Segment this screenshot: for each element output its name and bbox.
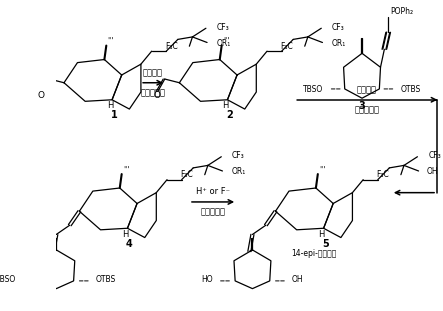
Text: O: O	[38, 91, 45, 100]
Text: OH: OH	[292, 276, 304, 285]
Text: ''': '''	[123, 165, 129, 174]
Text: 有机溶剖二: 有机溶剖二	[354, 105, 379, 114]
Text: 碱性条件: 碱性条件	[357, 85, 377, 94]
Text: F₃C: F₃C	[180, 170, 193, 179]
Text: CF₃: CF₃	[428, 151, 441, 160]
Text: 14-epi-氟骨化醇: 14-epi-氟骨化醇	[291, 249, 337, 258]
Text: F₃C: F₃C	[377, 170, 389, 179]
Text: 有机溶剖一: 有机溶剖一	[140, 88, 166, 97]
Text: 5: 5	[322, 239, 329, 249]
Text: F₃C: F₃C	[165, 42, 178, 51]
Text: O: O	[153, 91, 160, 100]
Text: OTBS: OTBS	[400, 85, 421, 94]
Text: TBSO: TBSO	[303, 85, 323, 94]
Text: TBSO: TBSO	[0, 276, 17, 285]
Text: OR₁: OR₁	[332, 39, 346, 48]
Text: 2: 2	[226, 110, 233, 120]
Text: H⁺ or F⁻: H⁺ or F⁻	[196, 187, 230, 196]
Text: OH: OH	[426, 167, 438, 176]
Text: 3: 3	[359, 101, 365, 111]
Text: H: H	[107, 101, 113, 110]
Text: OTBS: OTBS	[96, 276, 116, 285]
Text: H: H	[122, 230, 129, 239]
Text: CF₃: CF₃	[332, 23, 345, 32]
Text: 4: 4	[126, 239, 133, 249]
Text: F₃C: F₃C	[280, 42, 293, 51]
Text: HO: HO	[201, 276, 213, 285]
Text: OR₁: OR₁	[232, 167, 246, 176]
Text: CF₃: CF₃	[232, 151, 245, 160]
Text: 1: 1	[111, 110, 117, 120]
Text: OR₁: OR₁	[217, 39, 231, 48]
Text: ''': '''	[319, 165, 325, 174]
Text: 碱性条件: 碱性条件	[143, 68, 163, 77]
Text: H: H	[319, 230, 325, 239]
Text: ''': '''	[223, 37, 229, 46]
Text: CF₃: CF₃	[217, 23, 229, 32]
Text: POPh₂: POPh₂	[390, 7, 413, 16]
Text: ''': '''	[108, 37, 114, 46]
Text: 有机溶剖三: 有机溶剖三	[201, 208, 225, 217]
Text: H: H	[222, 101, 229, 110]
